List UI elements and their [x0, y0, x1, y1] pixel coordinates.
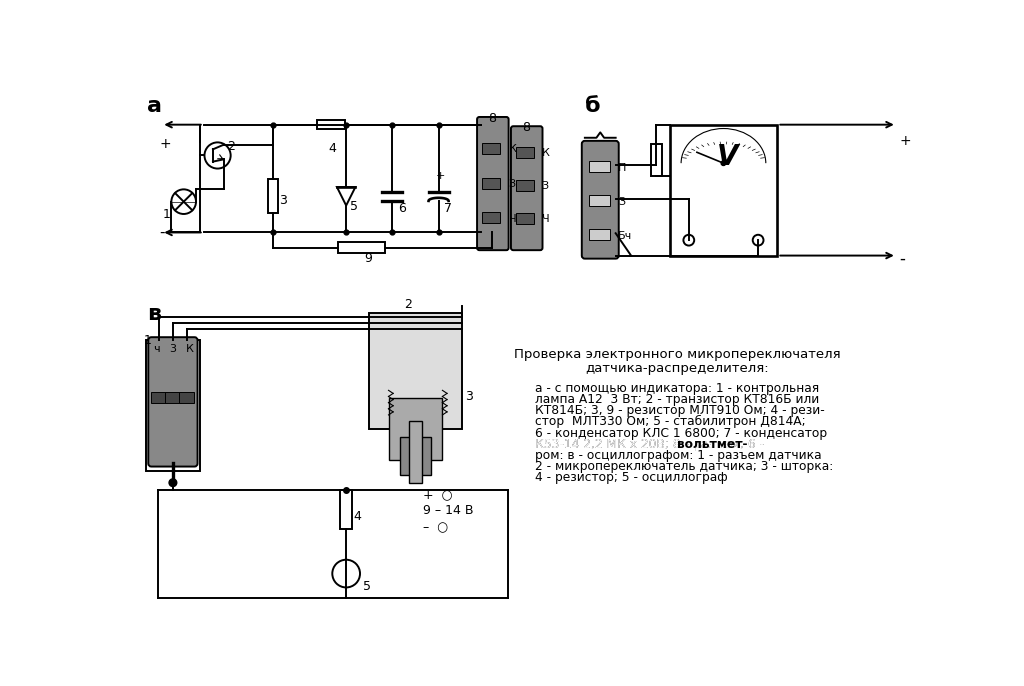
Bar — [482, 143, 500, 154]
Text: 8: 8 — [522, 121, 530, 134]
Bar — [670, 125, 777, 256]
Bar — [339, 242, 385, 253]
Text: 2: 2 — [226, 140, 234, 153]
Bar — [516, 213, 535, 224]
Circle shape — [721, 161, 726, 165]
Circle shape — [683, 235, 694, 246]
Text: а: а — [147, 96, 163, 116]
Bar — [268, 178, 278, 213]
FancyBboxPatch shape — [370, 314, 462, 429]
Text: З: З — [509, 179, 516, 189]
Bar — [482, 213, 500, 223]
Text: 9 – 14 В: 9 – 14 В — [423, 504, 474, 517]
Bar — [590, 228, 609, 240]
Text: П: П — [617, 163, 627, 173]
Text: К53-14 2,2 МК х 20В; 8 - разъем; 6 - вольтмет-: К53-14 2,2 МК х 20В; 8 - разъем; 6 - вол… — [535, 438, 833, 451]
Text: 7: 7 — [444, 202, 452, 215]
Text: 3: 3 — [466, 390, 473, 403]
FancyBboxPatch shape — [477, 117, 509, 250]
Text: 3: 3 — [280, 194, 287, 207]
Text: 2 - микропереключатель датчика; 3 - шторка:: 2 - микропереключатель датчика; 3 - штор… — [535, 460, 834, 473]
Text: Ч: Ч — [509, 213, 516, 224]
Bar — [400, 436, 431, 475]
Text: 2: 2 — [403, 298, 412, 311]
Text: а - с помощью индикатора: 1 - контрольная: а - с помощью индикатора: 1 - контрольна… — [535, 382, 819, 395]
Text: датчика-распределителя:: датчика-распределителя: — [586, 362, 769, 375]
Text: ром: в - осциллографом: 1 - разъем датчика: ром: в - осциллографом: 1 - разъем датчи… — [535, 449, 821, 462]
FancyBboxPatch shape — [511, 126, 543, 250]
Bar — [410, 421, 422, 483]
Text: 9: 9 — [364, 252, 372, 265]
Text: К: К — [186, 344, 194, 354]
Text: 4: 4 — [354, 510, 361, 523]
Text: в: в — [147, 304, 162, 324]
Text: лампа А12  3 Вт; 2 - транзистор КТ816Б или: лампа А12 3 Вт; 2 - транзистор КТ816Б ил… — [535, 393, 819, 406]
Text: 4: 4 — [329, 141, 336, 154]
Text: Ч: Ч — [542, 215, 549, 224]
Text: К53-14 2,2 МК х 20В; 8 - разъем; 6 -: К53-14 2,2 МК х 20В; 8 - разъем; 6 - — [535, 438, 768, 451]
Text: -: - — [899, 250, 905, 268]
Text: -: - — [159, 225, 165, 240]
Bar — [590, 195, 609, 206]
Circle shape — [169, 479, 177, 486]
Circle shape — [753, 235, 764, 246]
Text: ч: ч — [153, 344, 160, 354]
Bar — [651, 144, 662, 176]
Text: З: З — [617, 197, 625, 206]
Text: 1: 1 — [163, 208, 171, 221]
Text: стор  МЛТ330 Ом; 5 - стабилитрон Д814А;: стор МЛТ330 Ом; 5 - стабилитрон Д814А; — [535, 415, 806, 429]
Text: –  ○: – ○ — [423, 521, 449, 534]
Text: 1: 1 — [143, 334, 152, 347]
Text: вольтмет-: вольтмет- — [677, 438, 748, 451]
Text: б: б — [585, 96, 600, 116]
Text: 5: 5 — [364, 580, 371, 593]
Bar — [316, 120, 345, 128]
Text: 5: 5 — [350, 200, 358, 213]
Bar — [590, 161, 609, 172]
Text: 6 - конденсатор КЛС 1 6800; 7 - конденсатор: 6 - конденсатор КЛС 1 6800; 7 - конденса… — [535, 427, 827, 440]
Bar — [179, 392, 195, 403]
Bar — [152, 392, 167, 403]
Bar — [516, 147, 535, 158]
Text: +: + — [159, 137, 171, 151]
Text: +  ○: + ○ — [423, 489, 453, 502]
Bar — [340, 490, 352, 529]
Text: 3: 3 — [169, 344, 176, 354]
Text: 6: 6 — [397, 202, 406, 215]
Text: +: + — [436, 172, 445, 181]
Text: К: К — [542, 148, 550, 158]
FancyBboxPatch shape — [148, 338, 198, 466]
Bar — [165, 392, 180, 403]
Text: К: К — [509, 144, 516, 154]
Text: З: З — [542, 181, 549, 191]
Bar — [388, 398, 442, 460]
Bar — [146, 340, 200, 471]
Text: Бч: Бч — [617, 230, 632, 241]
Text: 4 - резистор; 5 - осциллограф: 4 - резистор; 5 - осциллограф — [535, 471, 727, 484]
Bar — [482, 178, 500, 189]
Text: 8: 8 — [488, 112, 497, 125]
Text: Проверка электронного микропереключателя: Проверка электронного микропереключателя — [514, 348, 841, 361]
FancyBboxPatch shape — [582, 141, 618, 259]
Text: КТ814Б; 3, 9 - резистор МЛТ910 Ом; 4 - рези-: КТ814Б; 3, 9 - резистор МЛТ910 Ом; 4 - р… — [535, 404, 824, 417]
Text: +: + — [899, 134, 910, 148]
Bar — [516, 180, 535, 191]
Text: V: V — [717, 143, 738, 171]
